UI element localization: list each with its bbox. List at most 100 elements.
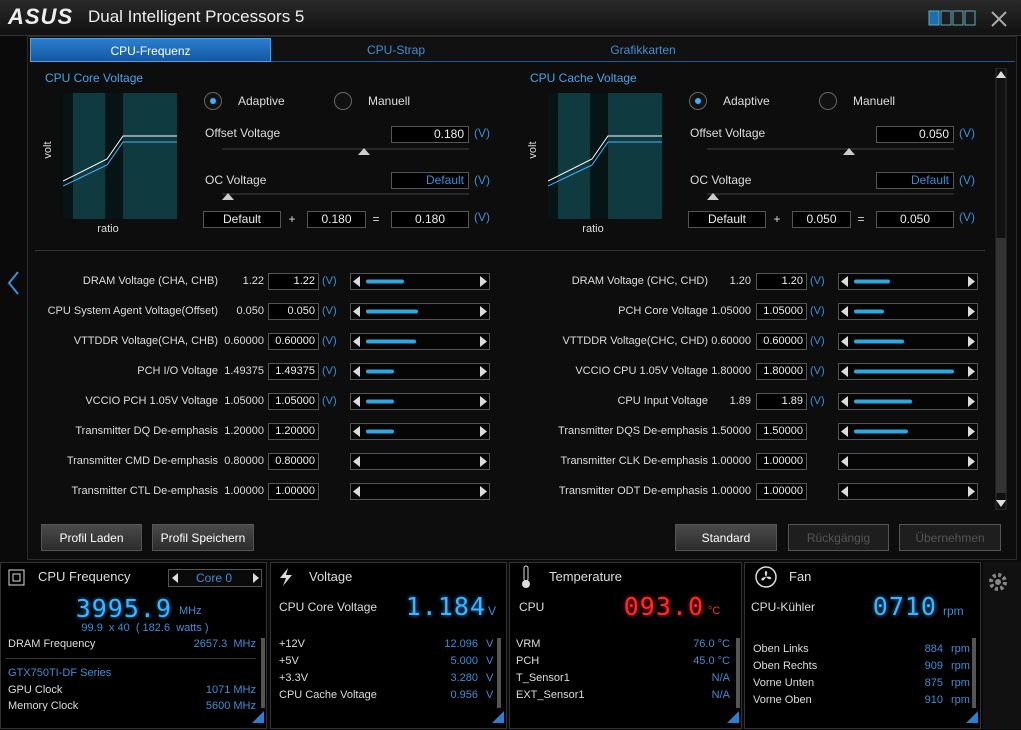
corner[interactable] — [727, 711, 739, 723]
input-box[interactable]: 1.50000 — [756, 423, 807, 440]
input-box[interactable]: 0.050 — [876, 211, 954, 228]
slider-left[interactable] — [353, 276, 360, 287]
button[interactable]: Standard — [675, 524, 777, 551]
setting-label: Transmitter CLK De-emphasis — [560, 455, 708, 467]
monitor-label: CPU Core Voltage — [279, 600, 378, 614]
slider-right[interactable] — [480, 486, 487, 497]
radio-label[interactable]: Adaptive — [723, 94, 770, 108]
slider-left[interactable] — [353, 486, 360, 497]
slider-thumb[interactable] — [707, 193, 719, 200]
tab[interactable]: CPU-Frequenz — [30, 38, 271, 62]
input-box[interactable]: 1.05000 — [268, 393, 319, 410]
slider-right[interactable] — [968, 426, 975, 437]
row-value: 3.280 — [450, 672, 478, 684]
slider-left[interactable] — [353, 426, 360, 437]
radio-label[interactable]: Manuell — [853, 94, 896, 108]
input-box[interactable]: 1.89 — [756, 393, 807, 410]
scroll-up[interactable] — [996, 71, 1006, 78]
corner[interactable] — [252, 711, 264, 723]
input-box[interactable]: 1.20000 — [268, 423, 319, 440]
slider-left[interactable] — [841, 456, 848, 467]
input-box[interactable]: Default — [876, 172, 954, 189]
input-box[interactable]: 1.00000 — [756, 483, 807, 500]
slider-left[interactable] — [353, 336, 360, 347]
slider-left[interactable] — [841, 306, 848, 317]
input-box[interactable]: 0.60000 — [268, 333, 319, 350]
slider-left[interactable] — [841, 336, 848, 347]
slider-thumb[interactable] — [222, 193, 234, 200]
tab[interactable]: CPU-Strap — [366, 43, 425, 57]
slider-right[interactable] — [968, 396, 975, 407]
input-box[interactable]: 0.180 — [391, 211, 469, 228]
slider-right[interactable] — [480, 426, 487, 437]
slider-left[interactable] — [841, 276, 848, 287]
input-box[interactable]: 1.05000 — [756, 303, 807, 320]
view-icon[interactable] — [952, 10, 964, 26]
thermo-icon-svg — [522, 565, 530, 588]
slider-right[interactable] — [968, 486, 975, 497]
radio-button-svg — [819, 92, 837, 110]
back-icon[interactable] — [7, 271, 19, 295]
input-box[interactable]: 1.22 — [268, 273, 319, 290]
input-box[interactable]: 1.49375 — [268, 363, 319, 380]
view-icon[interactable] — [940, 10, 952, 26]
slider-left[interactable] — [841, 426, 848, 437]
slider-left[interactable] — [353, 306, 360, 317]
scroll-down[interactable] — [996, 500, 1006, 507]
view-icon[interactable] — [964, 10, 976, 26]
input-box[interactable]: Default — [688, 211, 766, 228]
close-icon[interactable] — [991, 11, 1007, 27]
input-box[interactable]: 0.60000 — [756, 333, 807, 350]
slider-right[interactable] — [480, 276, 487, 287]
corner[interactable] — [966, 711, 978, 723]
input-box[interactable]: 1.80000 — [756, 363, 807, 380]
input-box[interactable]: 0.80000 — [268, 453, 319, 470]
radio-label[interactable]: Manuell — [368, 94, 411, 108]
slider-left[interactable] — [841, 366, 848, 377]
slider-right[interactable] — [968, 456, 975, 467]
slider-right[interactable] — [480, 396, 487, 407]
input-box[interactable]: 0.050 — [268, 303, 319, 320]
arrow[interactable] — [172, 573, 178, 583]
input-box[interactable]: Default — [203, 211, 281, 228]
row-value: N/A — [711, 689, 730, 701]
slider-right[interactable] — [480, 336, 487, 347]
slider-left[interactable] — [353, 396, 360, 407]
corner[interactable] — [492, 711, 504, 723]
radio-button-svg — [689, 92, 707, 110]
input-box[interactable]: 0.180 — [307, 211, 366, 228]
thermo-icon — [519, 565, 533, 589]
radio[interactable] — [819, 92, 837, 110]
scroll-thumb[interactable] — [996, 238, 1006, 493]
view-icon[interactable] — [928, 10, 940, 26]
input-box[interactable]: 0.050 — [876, 126, 954, 143]
radio[interactable] — [334, 92, 352, 110]
current-value: 0.80000 — [224, 455, 264, 467]
slider-right[interactable] — [968, 366, 975, 377]
gear[interactable] — [989, 573, 1007, 591]
input-box[interactable]: 0.180 — [391, 126, 469, 143]
tab[interactable]: Grafikkarten — [610, 43, 676, 57]
slider-thumb[interactable] — [358, 148, 370, 155]
slider-left[interactable] — [841, 486, 848, 497]
slider-right[interactable] — [480, 306, 487, 317]
button[interactable]: Profil Laden — [41, 524, 142, 551]
core-label[interactable]: Core 0 — [195, 571, 233, 585]
slider-left[interactable] — [353, 366, 360, 377]
input-box[interactable]: 1.00000 — [268, 483, 319, 500]
input-box[interactable]: Default — [391, 172, 469, 189]
slider-right[interactable] — [968, 276, 975, 287]
button[interactable]: Profil Speichern — [152, 524, 254, 551]
arrow[interactable] — [253, 573, 259, 583]
radio-label[interactable]: Adaptive — [238, 94, 285, 108]
input-box[interactable]: 1.00000 — [756, 453, 807, 470]
slider-left[interactable] — [841, 396, 848, 407]
input-box[interactable]: 0.050 — [792, 211, 851, 228]
slider-right[interactable] — [480, 366, 487, 377]
input-box[interactable]: 1.20 — [756, 273, 807, 290]
slider-thumb[interactable] — [843, 148, 855, 155]
slider-right[interactable] — [968, 336, 975, 347]
slider-right[interactable] — [480, 456, 487, 467]
slider-left[interactable] — [353, 456, 360, 467]
slider-right[interactable] — [968, 306, 975, 317]
